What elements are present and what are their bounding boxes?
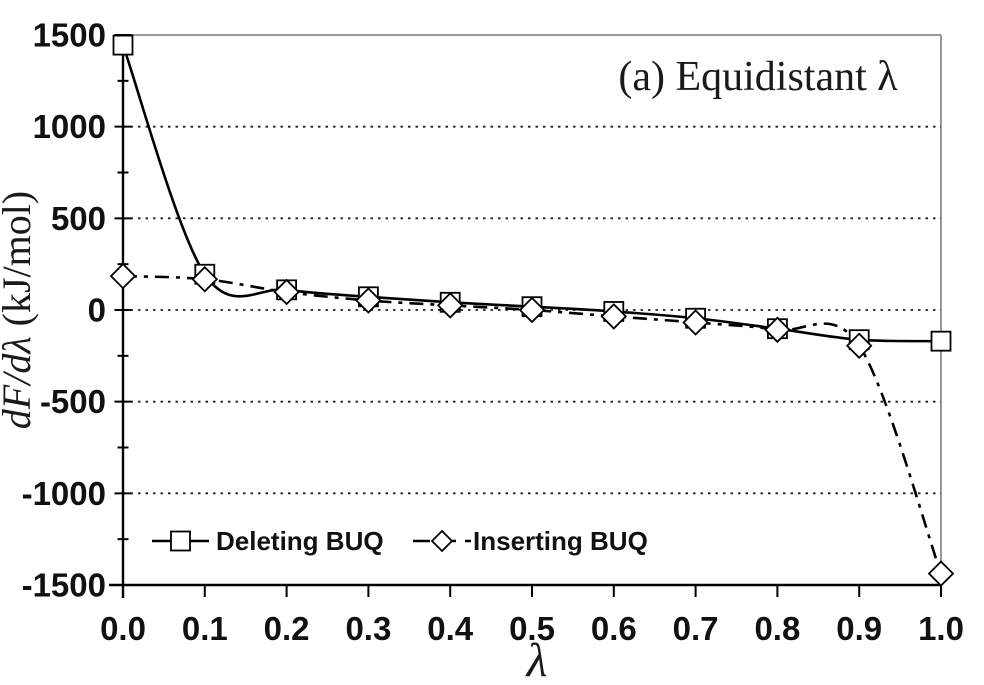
- marker-diamond: [600, 303, 628, 330]
- marker-square: [930, 330, 952, 352]
- y-tick-label: -1000: [22, 475, 106, 512]
- x-tick-label: 0.4: [427, 610, 474, 647]
- legend: Deleting BUQ Inserting BUQ: [152, 526, 648, 556]
- marker-diamond: [518, 296, 546, 324]
- marker-diamond: [845, 332, 873, 360]
- y-tick-label: -500: [40, 383, 106, 420]
- y-tick-label: 1500: [33, 17, 106, 54]
- y-axis-label-math: dF/dλ: [0, 336, 39, 429]
- x-tick-label: 0.9: [836, 610, 882, 647]
- x-tick-label: 0.5: [509, 610, 555, 647]
- chart-title: (a) Equidistant λ: [618, 54, 898, 100]
- legend-inserting-marker-diamond: [430, 529, 454, 553]
- x-tick-label: 0.8: [754, 610, 800, 647]
- y-tick-label: 1000: [33, 108, 106, 145]
- marker-diamond: [191, 265, 219, 293]
- marker-diamond: [355, 287, 382, 314]
- marker-diamond: [682, 309, 709, 336]
- x-tick-label: 0.3: [345, 610, 391, 647]
- y-tick-label: 0: [88, 292, 106, 329]
- marker-diamond: [109, 262, 137, 290]
- x-tick-label: 0.7: [673, 610, 719, 647]
- series-inserting-buq-line: [122, 274, 943, 575]
- legend-deleting-label: Deleting BUQ: [216, 526, 384, 556]
- x-axis-label: λ: [525, 634, 548, 685]
- marker-diamond: [764, 316, 791, 344]
- x-tick-label: 0.2: [264, 610, 310, 647]
- marker-square: [112, 34, 134, 56]
- x-tick-label: 0.1: [182, 610, 228, 647]
- marker-diamond: [927, 560, 955, 587]
- x-tick-label: 0.0: [100, 610, 146, 647]
- marker-diamond: [436, 292, 464, 319]
- y-tick-label: 500: [51, 200, 106, 237]
- legend-deleting-marker-square: [170, 530, 191, 552]
- x-tick-label: 0.6: [591, 610, 637, 647]
- y-axis-label-unit: (kJ/mol): [0, 191, 39, 337]
- legend-inserting-label: Inserting BUQ: [473, 526, 648, 556]
- y-tick-label: -1500: [22, 567, 106, 604]
- marker-diamond: [273, 278, 300, 306]
- y-axis-label: dF/dλ (kJ/mol): [0, 191, 39, 429]
- series-deleting-buq-line: [121, 44, 942, 343]
- x-tick-label: 1.0: [918, 610, 964, 647]
